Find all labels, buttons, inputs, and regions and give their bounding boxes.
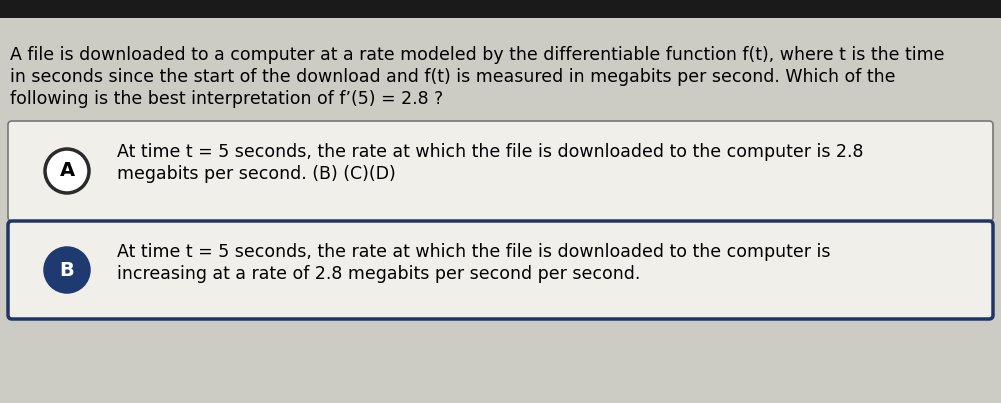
Text: in seconds since the start of the download and f(t) is measured in megabits per : in seconds since the start of the downlo… xyxy=(10,68,896,86)
Text: A file is downloaded to a computer at a rate modeled by the differentiable funct: A file is downloaded to a computer at a … xyxy=(10,46,945,64)
Circle shape xyxy=(45,248,89,292)
Circle shape xyxy=(45,149,89,193)
Text: A: A xyxy=(59,162,74,181)
Text: At time t = 5 seconds, the rate at which the file is downloaded to the computer : At time t = 5 seconds, the rate at which… xyxy=(117,143,864,161)
Text: At time t = 5 seconds, the rate at which the file is downloaded to the computer : At time t = 5 seconds, the rate at which… xyxy=(117,243,831,261)
FancyBboxPatch shape xyxy=(8,221,993,319)
Text: B: B xyxy=(60,260,74,280)
FancyBboxPatch shape xyxy=(8,121,993,221)
Text: increasing at a rate of 2.8 megabits per second per second.: increasing at a rate of 2.8 megabits per… xyxy=(117,265,641,283)
Text: following is the best interpretation of f’(5) = 2.8 ?: following is the best interpretation of … xyxy=(10,90,443,108)
Text: megabits per second. (B) (C)(D): megabits per second. (B) (C)(D) xyxy=(117,165,395,183)
Bar xyxy=(0,0,1001,18)
